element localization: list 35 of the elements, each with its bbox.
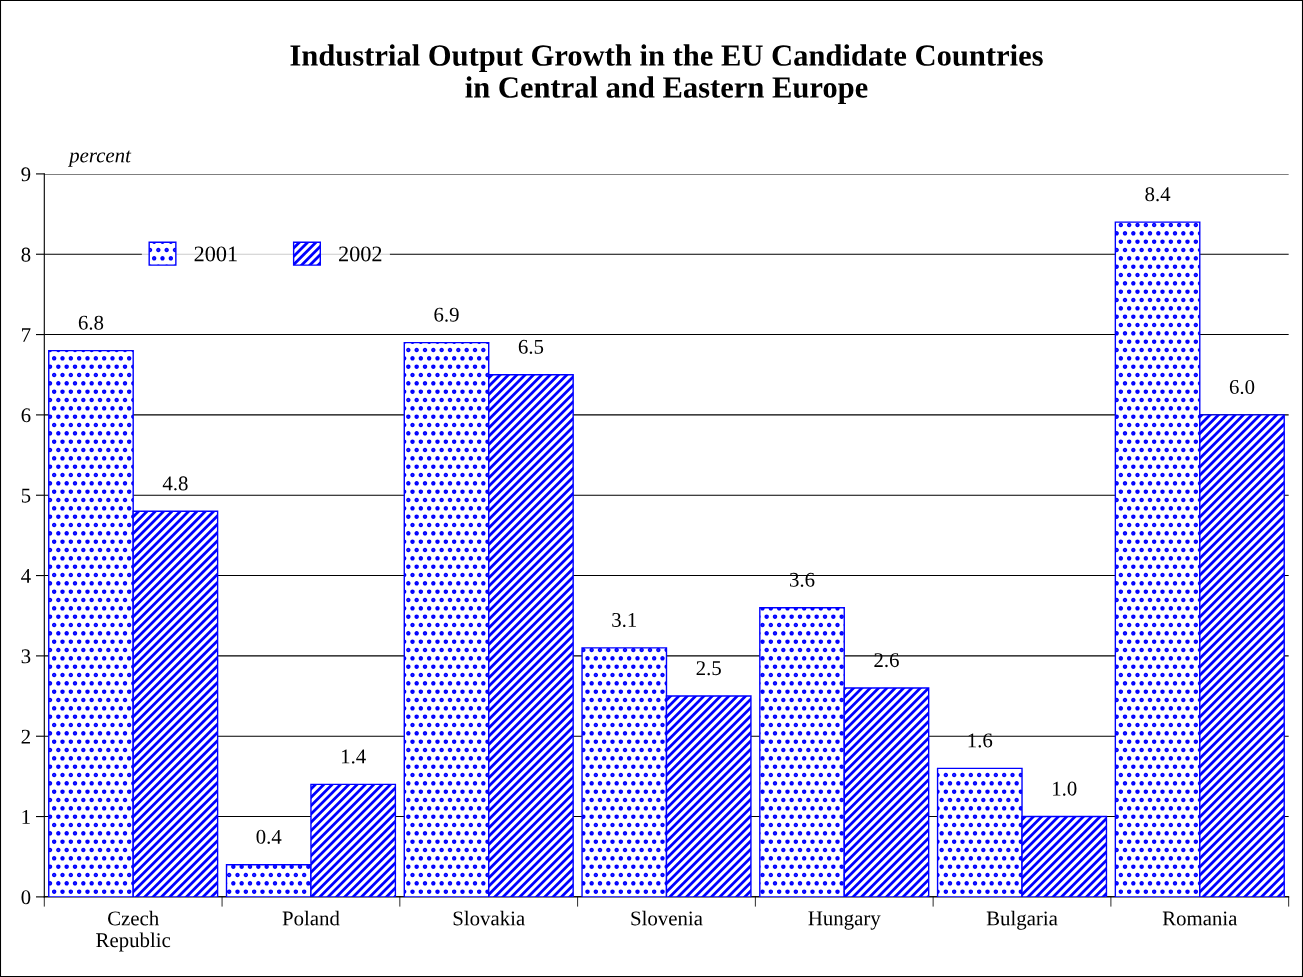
y-tick-label: 9 [21, 167, 31, 182]
data-label: 8.4 [1145, 187, 1171, 202]
data-label: 2.5 [696, 661, 721, 676]
data-label: 3.6 [790, 572, 815, 587]
y-tick-label: 2 [21, 729, 30, 744]
x-tick-label: Hungary [808, 911, 881, 930]
x-tick-label: Poland [282, 910, 340, 926]
y-tick-label: 8 [21, 247, 31, 262]
x-tick-label: Slovenia [631, 910, 703, 926]
y-axis-title: percent [67, 150, 132, 167]
data-label: 6.5 [518, 339, 544, 354]
y-tick-label: 7 [22, 328, 31, 342]
data-label: 3.1 [612, 612, 637, 628]
x-tick-label: Romania [1162, 911, 1238, 926]
y-tick-label: 0 [21, 890, 31, 905]
data-label: 6.9 [434, 307, 459, 322]
chart-title: Industrial Output Growth in the EU Candidate Countries in Central and Eastern Europe [290, 44, 1043, 105]
data-label: 0.4 [256, 829, 282, 844]
y-tick-label: 1 [22, 810, 30, 824]
y-tick-label: 6 [21, 408, 31, 423]
data-label: 2.6 [874, 653, 899, 668]
data-label: 1.4 [341, 749, 366, 764]
x-tick-label: Czech Republic [96, 910, 171, 952]
legend-label: 2001 [194, 246, 237, 262]
y-tick-label: 3 [21, 649, 31, 664]
y-tick-label: 5 [21, 488, 31, 503]
data-label: 6.8 [78, 315, 104, 330]
data-label: 6.0 [1229, 379, 1255, 395]
x-tick-label: Slovakia [453, 910, 525, 926]
legend-label: 2002 [339, 246, 382, 262]
y-tick-label: 4 [21, 569, 31, 583]
x-tick-label: Bulgaria [986, 910, 1058, 930]
data-label: 1.0 [1053, 781, 1077, 796]
data-label: 4.8 [162, 476, 188, 491]
data-label: 1.6 [968, 733, 993, 748]
